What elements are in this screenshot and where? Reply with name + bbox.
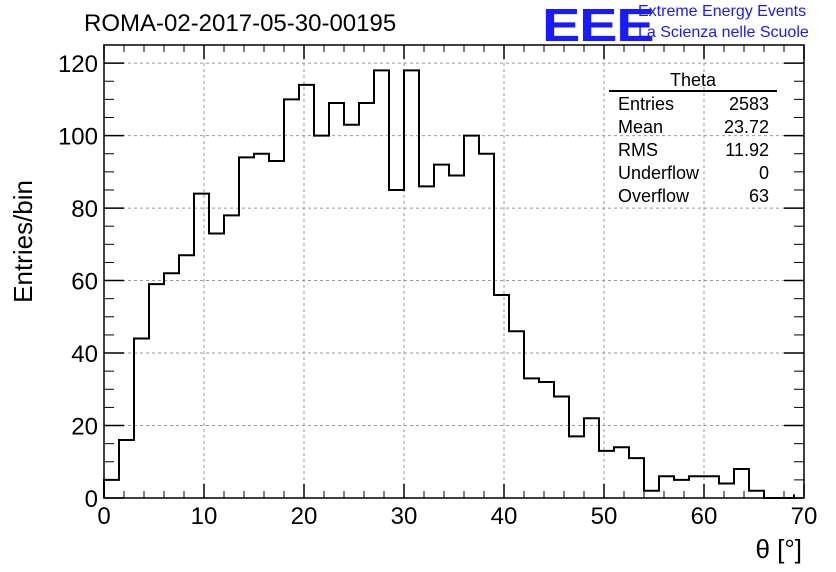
eee-logo: EEE — [542, 0, 655, 51]
stats-box: Theta Entries 2583 Mean 23.72 RMS 11.92 Und… — [609, 70, 777, 208]
x-tick-label: 60 — [691, 503, 718, 530]
x-tick-label: 40 — [491, 503, 518, 530]
stats-label: RMS — [618, 140, 658, 160]
stats-label: Underflow — [618, 163, 700, 183]
x-tick-label: 10 — [191, 503, 218, 530]
x-tick-label: 30 — [391, 503, 418, 530]
histogram-line — [103, 69, 795, 499]
stats-row-entries: Entries 2583 — [609, 93, 777, 116]
stats-value: 2583 — [728, 94, 769, 114]
stats-title: Theta — [609, 70, 777, 92]
logo-subtitle-2: La Scienza nelle Scuole — [638, 24, 809, 41]
x-axis-label: θ [°] — [755, 534, 802, 564]
y-axis-label: Entries/bin — [8, 180, 38, 303]
y-tick-label: 100 — [58, 124, 98, 151]
stats-row-rms: RMS 11.92 — [609, 139, 777, 162]
axis-ticks — [103, 44, 805, 499]
stats-value: 63 — [748, 186, 769, 206]
y-tick-label: 80 — [71, 196, 98, 223]
stats-value: 11.92 — [725, 140, 769, 160]
stats-row-overflow: Overflow 63 — [609, 185, 777, 208]
plot-title: ROMA-02-2017-05-30-00195 — [84, 10, 397, 37]
logo-subtitle-1: Extreme Energy Events — [638, 3, 807, 20]
stats-label: Entries — [618, 94, 675, 114]
stats-label: Mean — [618, 117, 664, 137]
x-tick-label: 50 — [591, 503, 618, 530]
x-tick-label: 20 — [291, 503, 318, 530]
stats-row-mean: Mean 23.72 — [609, 116, 777, 139]
axis-tick-labels: 0 10 20 30 40 50 60 70 0 20 40 60 80 100 120 — [58, 51, 817, 530]
x-tick-label: 70 — [791, 503, 818, 530]
x-tick-label: 0 — [97, 503, 110, 530]
stats-value: 0 — [758, 163, 769, 183]
y-tick-label: 60 — [71, 269, 98, 296]
stats-label: Overflow — [618, 186, 690, 206]
y-tick-label: 40 — [71, 341, 98, 368]
grid-lines — [104, 45, 804, 498]
plot-frame — [103, 44, 805, 499]
y-tick-label: 0 — [85, 486, 98, 513]
stats-row-underflow: Underflow 0 — [609, 162, 777, 185]
y-tick-label: 20 — [71, 414, 98, 441]
stats-value: 23.72 — [723, 117, 769, 137]
y-tick-label: 120 — [58, 51, 98, 78]
